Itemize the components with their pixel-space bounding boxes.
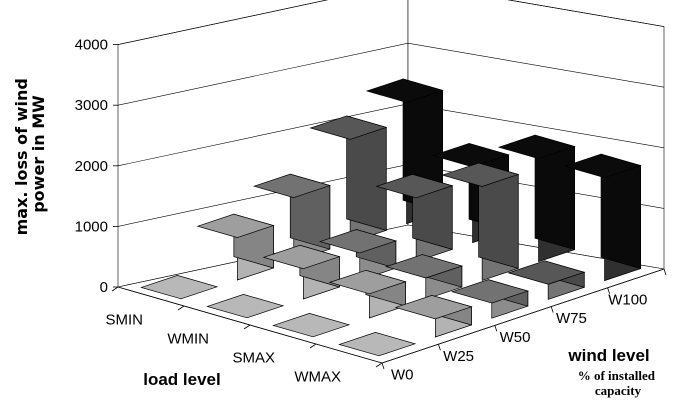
bar-SMAX-W75	[441, 162, 520, 281]
x-tick	[494, 325, 498, 332]
bar-SMAX-W50	[384, 254, 464, 300]
bar-top	[384, 254, 464, 279]
bar-top	[563, 153, 642, 178]
bar-SMIN-W50	[252, 173, 332, 262]
bar-WMIN-W50	[318, 229, 398, 281]
x-axis-title: wind level	[567, 346, 649, 365]
y-tick-label: 0	[100, 279, 108, 296]
bar-WMAX-W25	[394, 294, 473, 338]
y-tick-label: 3000	[75, 97, 108, 114]
bar-WMAX-W100	[563, 153, 642, 282]
bar-flat	[338, 332, 417, 357]
bar-top	[507, 260, 586, 285]
bar-WMAX-W0	[338, 332, 417, 357]
wind-label: W75	[556, 310, 587, 327]
bar-top	[375, 173, 454, 199]
x-tick	[381, 362, 385, 370]
x-axis-line	[381, 268, 665, 364]
bar-SMIN-W0	[140, 275, 219, 300]
bar-SMIN-W25	[196, 213, 275, 281]
depth-label: SMIN	[106, 312, 144, 329]
bar-top	[309, 115, 388, 140]
bar-top	[497, 134, 576, 159]
bar-top	[252, 173, 332, 198]
bar-flat	[206, 294, 285, 319]
wind-label: W100	[608, 291, 647, 308]
chart-bars	[140, 78, 642, 357]
x-tick	[550, 306, 554, 313]
depth-axis-title: load level	[143, 370, 220, 389]
x-axis-subtitle-line-1: % of installed	[578, 368, 656, 383]
x-tick	[663, 268, 667, 276]
bar-WMIN-W0	[206, 294, 285, 319]
y-tick-label: 2000	[75, 158, 108, 175]
y-axis-title: max. loss of wind power in MW	[12, 73, 48, 236]
wind-label: W25	[443, 348, 474, 365]
category-labels: SMIN WMIN SMAX WMAX W0 W25 W50 W75 W100	[106, 291, 648, 385]
bar-flat	[140, 275, 219, 300]
bar-top	[431, 143, 510, 168]
bar-top	[365, 78, 444, 103]
bar-top	[318, 229, 398, 254]
y-tick-label: 4000	[75, 37, 108, 54]
depth-label: WMAX	[294, 369, 341, 386]
depth-tick	[243, 324, 251, 330]
depth-label: SMAX	[232, 350, 275, 367]
bar-SMAX-W0	[272, 313, 351, 338]
bar-WMIN-W75	[375, 173, 454, 262]
bar-WMIN-W25	[262, 244, 341, 300]
bar-SMAX-W100	[497, 134, 576, 263]
x-tick	[438, 344, 441, 351]
depth-tick	[111, 286, 119, 292]
y-axis-title-line-2: power in MW	[29, 95, 48, 213]
bar-top	[328, 269, 407, 295]
y-tick-label: 1000	[75, 218, 108, 235]
bar-top	[441, 162, 520, 187]
depth-tick	[375, 362, 383, 368]
x-tick	[607, 287, 610, 294]
depth-label: WMIN	[167, 331, 209, 348]
x-axis-subtitle: % of installed capacity	[578, 368, 659, 398]
bar-WMAX-W75	[507, 260, 586, 300]
x-axis-subtitle-line-2: capacity	[595, 383, 642, 398]
bar-WMAX-W50	[450, 279, 530, 319]
y-tick-labels: 0 1000 2000 3000 4000	[75, 37, 108, 296]
y-axis-title-line-1: max. loss of wind	[12, 78, 31, 235]
bar-top	[196, 213, 275, 238]
wind-label: W50	[500, 329, 531, 346]
depth-tick	[309, 343, 317, 349]
depth-tick	[177, 305, 185, 311]
bar-top	[394, 295, 473, 320]
gridline	[117, 42, 665, 106]
gridline	[117, 0, 665, 45]
bar-flat	[272, 313, 351, 338]
wind-label: W0	[391, 367, 414, 384]
bar-SMAX-W25	[328, 269, 407, 319]
bar-top	[262, 244, 341, 270]
bar-top	[450, 279, 530, 304]
